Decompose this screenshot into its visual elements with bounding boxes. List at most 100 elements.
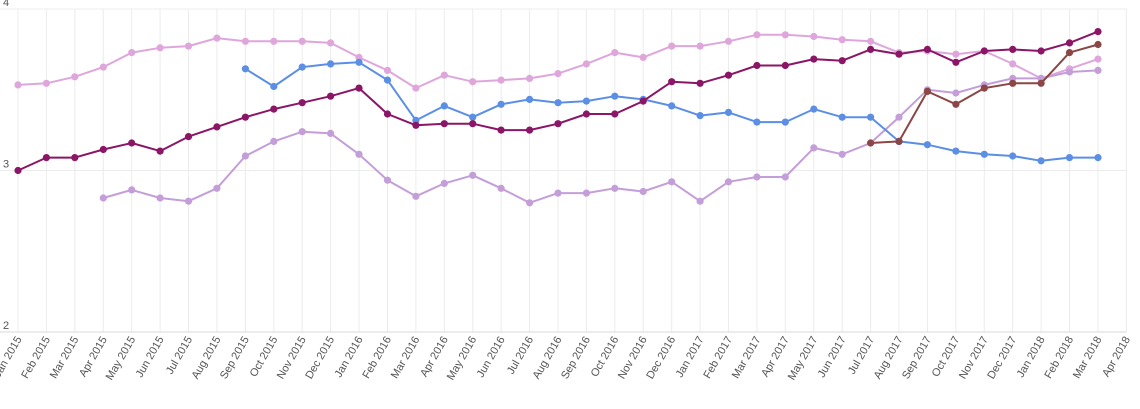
data-point[interactable] (526, 199, 534, 207)
data-point[interactable] (611, 92, 619, 100)
data-point[interactable] (327, 39, 335, 47)
data-point[interactable] (497, 76, 505, 84)
data-point[interactable] (156, 147, 164, 155)
data-point[interactable] (753, 118, 761, 126)
data-point[interactable] (952, 58, 960, 66)
data-point[interactable] (526, 126, 534, 134)
data-point[interactable] (696, 79, 704, 87)
data-point[interactable] (213, 34, 221, 42)
data-point[interactable] (1094, 154, 1102, 162)
data-point[interactable] (582, 110, 591, 118)
data-point[interactable] (383, 176, 392, 184)
data-point[interactable] (383, 110, 392, 118)
data-point[interactable] (128, 186, 136, 194)
data-point[interactable] (156, 44, 164, 52)
data-point[interactable] (781, 173, 789, 181)
data-point[interactable] (440, 102, 448, 110)
data-point[interactable] (1037, 157, 1045, 165)
data-point[interactable] (156, 194, 164, 202)
data-point[interactable] (1094, 40, 1102, 49)
data-point[interactable] (810, 144, 818, 152)
data-point[interactable] (724, 71, 733, 79)
data-point[interactable] (696, 112, 704, 120)
data-point[interactable] (440, 120, 448, 128)
data-point[interactable] (14, 166, 22, 175)
data-point[interactable] (639, 53, 647, 62)
data-point[interactable] (781, 31, 789, 39)
data-point[interactable] (241, 37, 249, 45)
data-point[interactable] (1009, 60, 1017, 68)
data-point[interactable] (497, 184, 505, 192)
data-point[interactable] (668, 178, 676, 186)
data-point[interactable] (554, 189, 562, 197)
data-point[interactable] (895, 50, 903, 58)
data-point[interactable] (753, 173, 761, 181)
data-point[interactable] (327, 60, 335, 68)
data-point[interactable] (412, 192, 420, 200)
data-point[interactable] (469, 120, 477, 128)
data-point[interactable] (327, 92, 335, 100)
data-point[interactable] (184, 42, 193, 50)
data-point[interactable] (71, 154, 79, 162)
data-point[interactable] (582, 97, 591, 105)
data-point[interactable] (440, 179, 448, 187)
data-point[interactable] (810, 55, 818, 63)
data-point[interactable] (270, 137, 278, 145)
data-point[interactable] (497, 126, 505, 134)
data-point[interactable] (298, 37, 306, 45)
data-point[interactable] (526, 74, 534, 82)
data-point[interactable] (554, 120, 562, 128)
data-point[interactable] (838, 150, 846, 158)
data-point[interactable] (753, 31, 761, 39)
data-point[interactable] (42, 79, 51, 87)
data-point[interactable] (810, 105, 818, 113)
data-point[interactable] (952, 89, 960, 97)
data-point[interactable] (1065, 39, 1074, 47)
data-point[interactable] (241, 152, 249, 160)
data-point[interactable] (1009, 45, 1017, 54)
data-point[interactable] (554, 70, 562, 78)
data-point[interactable] (639, 97, 647, 105)
data-point[interactable] (952, 100, 960, 108)
data-point[interactable] (469, 171, 477, 179)
data-point[interactable] (99, 63, 107, 71)
data-point[interactable] (412, 84, 420, 92)
data-point[interactable] (1065, 68, 1074, 76)
data-point[interactable] (724, 108, 733, 116)
data-point[interactable] (611, 110, 619, 118)
data-point[interactable] (895, 137, 903, 145)
data-point[interactable] (270, 37, 278, 45)
data-point[interactable] (668, 102, 676, 110)
data-point[interactable] (753, 61, 761, 70)
data-point[interactable] (298, 63, 306, 71)
data-point[interactable] (952, 147, 960, 155)
data-point[interactable] (923, 87, 932, 95)
data-point[interactable] (867, 45, 875, 54)
data-point[interactable] (327, 129, 335, 137)
data-point[interactable] (184, 133, 193, 141)
data-point[interactable] (838, 36, 846, 44)
data-point[interactable] (14, 81, 22, 89)
data-point[interactable] (184, 197, 193, 205)
data-point[interactable] (469, 78, 477, 86)
data-point[interactable] (241, 65, 249, 73)
data-point[interactable] (412, 121, 420, 129)
data-point[interactable] (440, 71, 448, 79)
data-point[interactable] (355, 150, 363, 158)
data-point[interactable] (383, 66, 392, 74)
data-point[interactable] (99, 145, 107, 154)
data-point[interactable] (582, 60, 591, 68)
data-point[interactable] (980, 84, 988, 92)
data-point[interactable] (867, 113, 875, 121)
data-point[interactable] (838, 57, 846, 65)
data-point[interactable] (867, 139, 875, 147)
data-point[interactable] (895, 113, 903, 121)
data-point[interactable] (383, 76, 392, 84)
data-point[interactable] (213, 184, 221, 192)
data-point[interactable] (668, 42, 676, 50)
data-point[interactable] (668, 78, 676, 86)
data-point[interactable] (810, 32, 818, 41)
data-point[interactable] (99, 194, 107, 202)
data-point[interactable] (639, 187, 647, 196)
data-point[interactable] (213, 123, 221, 131)
